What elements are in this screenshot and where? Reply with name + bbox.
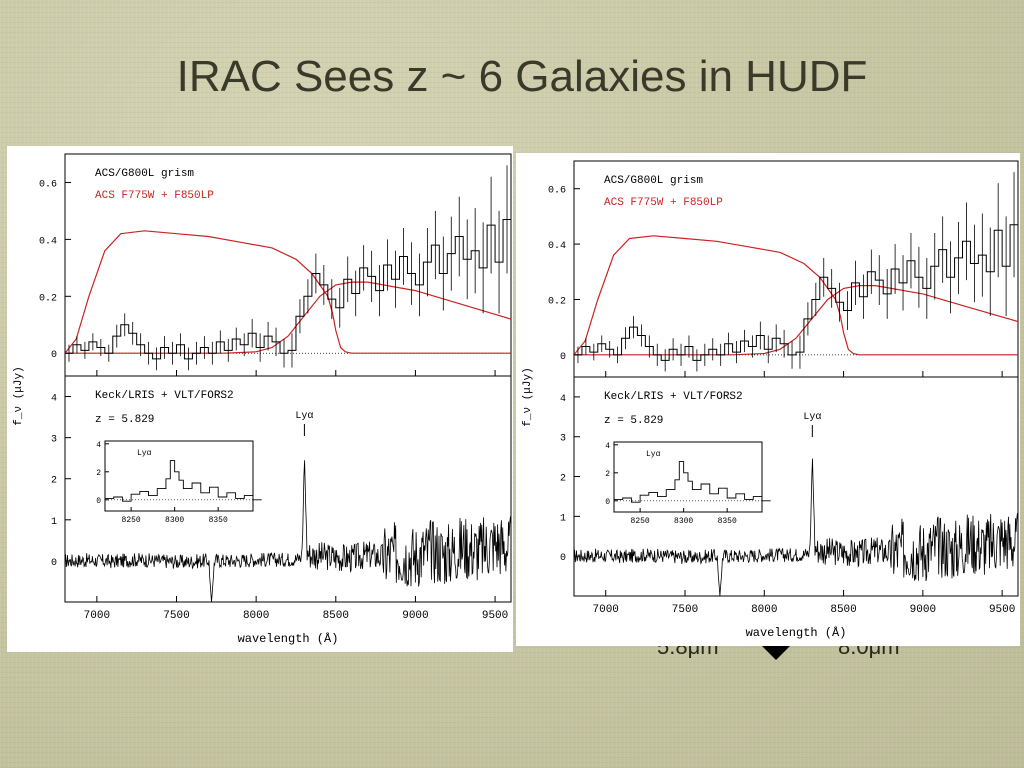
lya-line-label: Lyα	[295, 411, 313, 422]
x-axis-label: wavelength (Å)	[746, 625, 847, 640]
y-tick-label: 0.2	[39, 293, 57, 304]
spectrum-chart: 7000 7500 8000 8500 9000 9500 wavelength (Å) f_…	[522, 160, 1019, 640]
x-tick-label: 8500	[830, 604, 856, 616]
inset-label: Lyα	[137, 449, 152, 458]
bottom-panel-label: Keck/LRIS + VLT/FORS2	[95, 390, 234, 402]
y-tick-label: 0.6	[39, 179, 57, 190]
x-tick-label: 7000	[593, 604, 619, 616]
down-arrow-icon	[762, 646, 790, 660]
spectrum-figure-right: 7000 7500 8000 8500 9000 9500 wavelength (Å) f_…	[516, 153, 1020, 646]
bottom-panel-frame	[573, 376, 1019, 597]
inset-x-tick-label: 8250	[122, 516, 141, 525]
bottom-panel-label: Keck/LRIS + VLT/FORS2	[604, 391, 743, 403]
y-tick-label: 1	[51, 517, 57, 528]
y-tick-label: 0	[51, 350, 57, 361]
bottom-plot-area	[65, 460, 511, 602]
y-tick-label: 0	[51, 558, 57, 569]
y-tick-label: 0.4	[39, 236, 57, 247]
slide-title: IRAC Sees z ~ 6 Galaxies in HUDF	[176, 52, 868, 101]
y-tick-label: 0.4	[548, 241, 566, 252]
y-tick-label: 2	[51, 476, 57, 487]
inset-x-tick-label: 8250	[631, 517, 650, 526]
redshift-label: z = 5.829	[604, 415, 663, 427]
inset-label: Lyα	[646, 450, 661, 459]
top-panel-label-red: ACS F775W + F850LP	[604, 197, 723, 209]
y-tick-label: 0.2	[548, 296, 566, 307]
bottom-panel-frame	[64, 375, 512, 603]
inset-y-tick-label: 2	[605, 470, 610, 479]
x-tick-label: 8000	[243, 610, 269, 622]
series-grism-flux	[574, 224, 1018, 361]
x-tick-label: 8000	[751, 604, 777, 616]
x-tick-label: 9500	[482, 610, 508, 622]
series-grism-flux	[65, 218, 511, 360]
top-plot-area	[574, 172, 1019, 372]
redshift-label: z = 5.829	[95, 414, 154, 426]
top-panel-label: ACS/G800L grism	[604, 175, 703, 187]
top-plot-area	[65, 165, 511, 371]
x-tick-label: 8500	[323, 610, 349, 622]
spectrum-chart: 7000 7500 8000 8500 9000 9500 wavelength (Å) f_…	[13, 153, 512, 646]
series-f850lp-filter	[574, 285, 1019, 356]
y-axis-label: f_ν (μJy)	[522, 367, 534, 426]
series-spectrum	[574, 458, 1019, 597]
series-f775w-filter	[574, 235, 1018, 356]
x-tick-label: 9000	[910, 604, 936, 616]
inset-x-tick-label: 8300	[165, 516, 184, 525]
x-tick-label: 7000	[84, 610, 110, 622]
x-tick-label: 7500	[163, 610, 189, 622]
x-tick-label: 9000	[402, 610, 428, 622]
top-panel-frame	[573, 160, 1019, 378]
y-tick-label: 0.6	[548, 186, 566, 197]
top-panel-frame	[64, 153, 512, 377]
y-tick-label: 0	[560, 553, 566, 564]
lya-line-label: Lyα	[803, 412, 821, 423]
y-tick-label: 2	[560, 474, 566, 485]
inset-frame	[613, 441, 763, 513]
inset-spectrum	[105, 460, 262, 502]
top-panel-label: ACS/G800L grism	[95, 168, 194, 180]
x-tick-label: 9500	[989, 604, 1015, 616]
series-f850lp-filter	[65, 281, 511, 354]
inset-x-tick-label: 8350	[209, 516, 228, 525]
inset-y-tick-label: 2	[96, 469, 101, 478]
inset-spectrum	[614, 461, 771, 503]
bottom-plot-area	[574, 458, 1019, 597]
inset-x-tick-label: 8350	[718, 517, 737, 526]
y-tick-label: 1	[560, 513, 566, 524]
top-panel-label-red: ACS F775W + F850LP	[95, 190, 214, 202]
y-tick-label: 4	[560, 394, 566, 405]
spectrum-figure-left: 7000 7500 8000 8500 9000 9500 wavelength (Å) f_…	[7, 146, 513, 652]
y-tick-label: 4	[51, 394, 57, 405]
inset-y-tick-label: 4	[96, 441, 101, 450]
series-f775w-filter	[65, 230, 511, 354]
y-tick-label: 3	[51, 435, 57, 446]
series-spectrum	[65, 460, 511, 602]
inset-y-tick-label: 0	[605, 498, 610, 507]
inset-y-tick-label: 0	[96, 497, 101, 506]
y-tick-label: 3	[560, 434, 566, 445]
y-axis-label: f_ν (μJy)	[13, 366, 25, 425]
y-tick-label: 0	[560, 352, 566, 363]
inset-x-tick-label: 8300	[674, 517, 693, 526]
x-tick-label: 7500	[672, 604, 698, 616]
inset-y-tick-label: 4	[605, 442, 610, 451]
x-axis-label: wavelength (Å)	[238, 631, 339, 646]
